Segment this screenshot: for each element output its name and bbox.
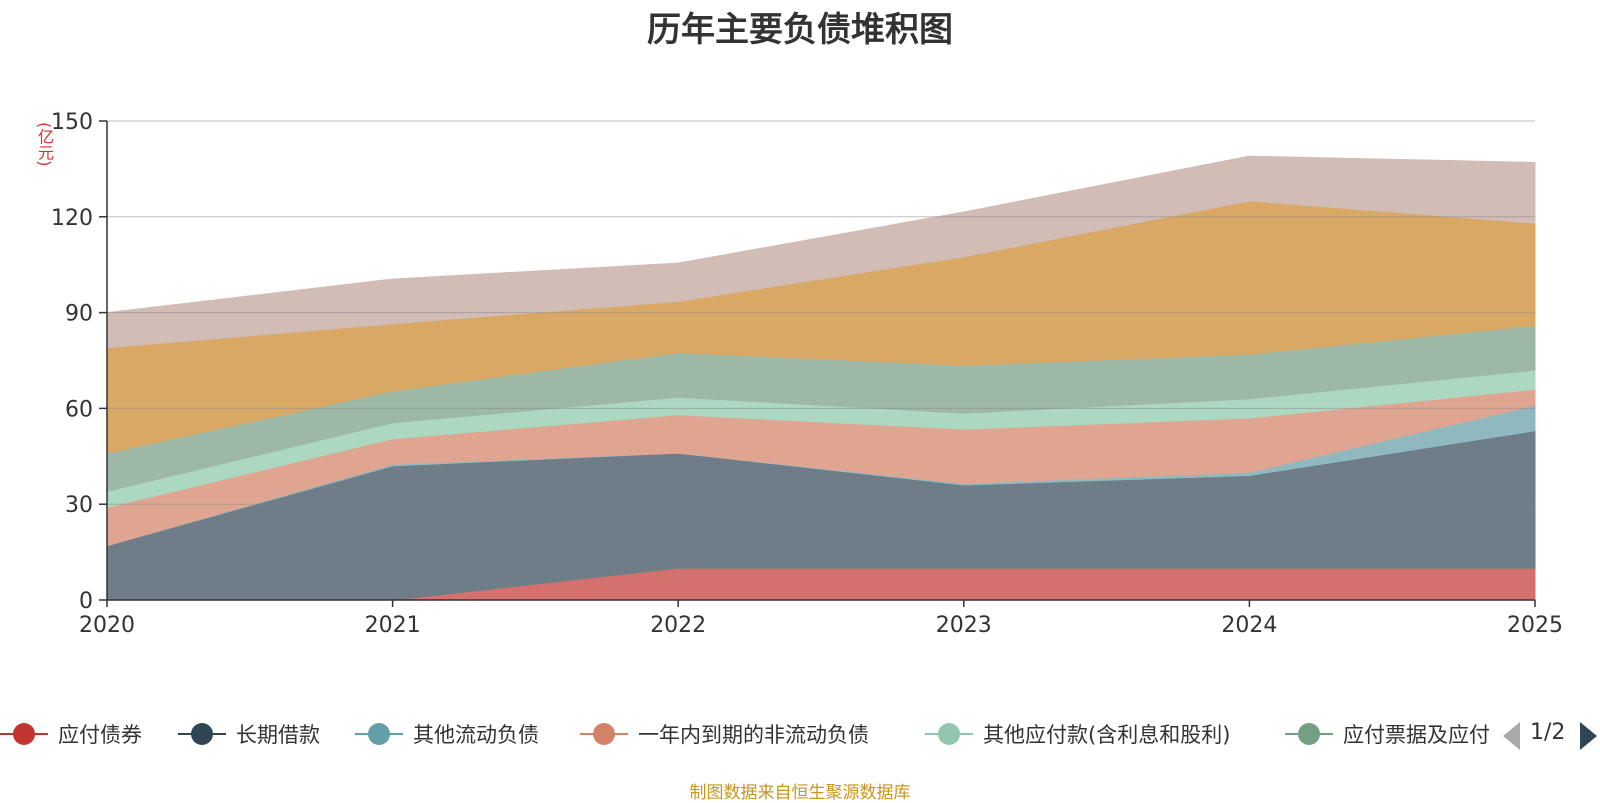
area-8 (106, 155, 1536, 349)
x-tick-label: 2020 (79, 613, 135, 638)
legend-label: 其他应付款(含利息和股利) (983, 723, 1231, 747)
legend-item[interactable]: 其他应付款(含利息和股利) (925, 716, 1230, 752)
legend-page-indicator: 1/2 (1530, 720, 1566, 745)
legend-dot (593, 723, 615, 745)
legend-label: 其他流动负债 (413, 723, 539, 747)
legend-marker-icon (355, 722, 403, 746)
y-tick-label: 150 (51, 110, 93, 135)
legend-label: 一年内到期的非流动负债 (638, 723, 869, 747)
legend-label: 应付票据及应付账款 (1343, 723, 1490, 747)
legend-marker-icon (0, 722, 48, 746)
x-tick-label: 2025 (1507, 613, 1563, 638)
legend-item[interactable]: 长期借款 (178, 716, 320, 752)
x-tick-label: 2021 (365, 613, 421, 638)
legend-item[interactable]: 其他流动负债 (355, 716, 539, 752)
legend-dot (938, 723, 960, 745)
chart-title: 历年主要负债堆积图 (647, 10, 953, 50)
y-tick-label: 0 (79, 589, 93, 614)
legend-prev-icon[interactable] (1503, 722, 1520, 750)
x-tick-label: 2024 (1221, 613, 1277, 638)
legend-dot (191, 723, 213, 745)
legend-next-icon[interactable] (1580, 722, 1597, 750)
y-axis-unit: (亿元) (35, 122, 54, 167)
legend-item[interactable]: 应付债券 (0, 716, 142, 752)
y-tick-label: 30 (65, 493, 93, 518)
legend: 应付债券 长期借款 其他流动负债 一年内到期的非流动负债 其他应付款(含利息和股利) 应付… (0, 716, 1490, 752)
legend-marker-icon (1285, 722, 1333, 746)
y-tick-label: 120 (51, 206, 93, 231)
source-note: 制图数据来自恒生聚源数据库 (689, 783, 911, 803)
x-tick-label: 2022 (650, 613, 706, 638)
legend-dot (13, 723, 35, 745)
legend-dot (368, 723, 390, 745)
x-tick-label: 2023 (936, 613, 992, 638)
legend-label: 应付债券 (58, 723, 142, 747)
legend-marker-icon (925, 722, 973, 746)
legend-item[interactable]: 应付票据及应付账款 (1285, 716, 1490, 752)
y-tick-label: 90 (65, 302, 93, 327)
legend-marker-icon (580, 722, 628, 746)
legend-dot (1298, 723, 1320, 745)
legend-label: 长期借款 (236, 723, 320, 747)
legend-marker-icon (178, 722, 226, 746)
legend-pager: 1/2 (1500, 716, 1600, 752)
legend-item[interactable]: 一年内到期的非流动负债 (580, 716, 869, 752)
y-tick-label: 60 (65, 397, 93, 422)
